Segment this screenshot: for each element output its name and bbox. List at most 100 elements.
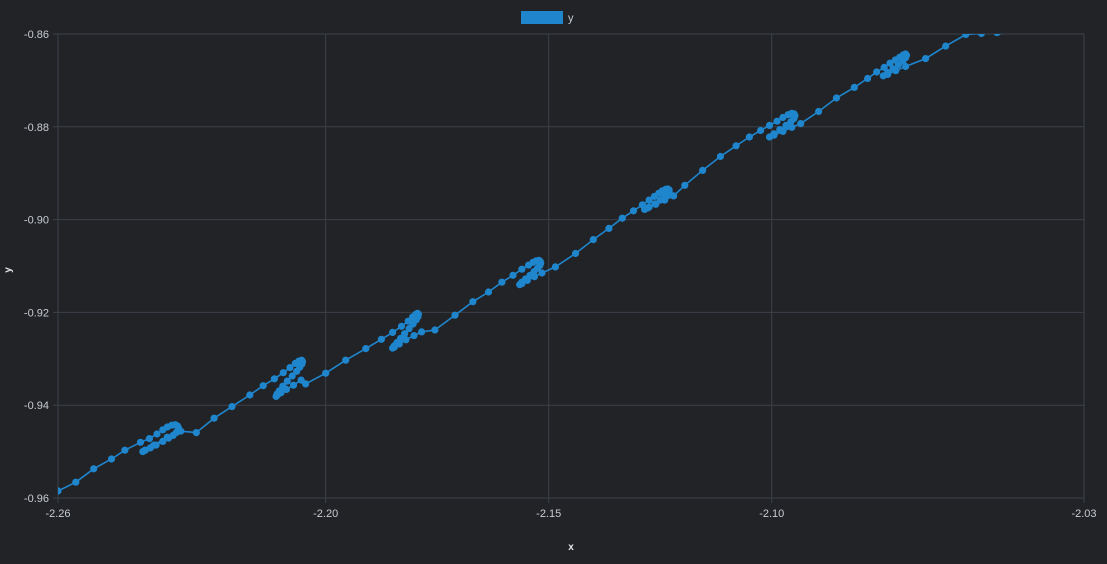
data-point[interactable] xyxy=(153,430,161,438)
data-point[interactable] xyxy=(136,438,145,446)
data-point[interactable] xyxy=(72,478,80,486)
data-point[interactable] xyxy=(629,207,638,215)
data-point[interactable] xyxy=(288,372,296,380)
data-point[interactable] xyxy=(1067,0,1074,3)
data-point[interactable] xyxy=(431,326,439,334)
data-point[interactable] xyxy=(277,389,285,397)
data-point[interactable] xyxy=(150,441,158,449)
data-point[interactable] xyxy=(832,94,841,102)
data-point[interactable] xyxy=(362,345,370,353)
data-point[interactable] xyxy=(54,487,62,495)
data-point[interactable] xyxy=(886,59,894,67)
data-point[interactable] xyxy=(977,30,985,38)
data-point[interactable] xyxy=(530,273,539,281)
data-point[interactable] xyxy=(518,265,526,273)
data-point[interactable] xyxy=(509,271,517,279)
data-point[interactable] xyxy=(670,192,678,200)
data-point[interactable] xyxy=(788,123,796,131)
data-point[interactable] xyxy=(1017,9,1024,16)
data-point[interactable] xyxy=(518,280,526,288)
data-point[interactable] xyxy=(605,224,613,232)
data-point[interactable] xyxy=(1049,5,1056,12)
data-point[interactable] xyxy=(163,433,171,441)
data-point[interactable] xyxy=(289,381,298,389)
data-point[interactable] xyxy=(571,249,580,258)
data-point[interactable] xyxy=(645,196,653,204)
data-point[interactable] xyxy=(732,142,740,150)
data-point[interactable] xyxy=(246,391,254,399)
data-point[interactable] xyxy=(145,435,153,443)
data-point[interactable] xyxy=(551,263,560,271)
data-point[interactable] xyxy=(1018,19,1025,26)
data-point[interactable] xyxy=(779,127,787,135)
data-point[interactable] xyxy=(618,214,626,222)
data-point[interactable] xyxy=(922,55,930,63)
data-point[interactable] xyxy=(962,31,970,39)
data-point[interactable] xyxy=(270,375,278,383)
data-point[interactable] xyxy=(159,437,167,445)
data-point[interactable] xyxy=(884,70,892,78)
data-point[interactable] xyxy=(401,330,409,338)
data-point[interactable] xyxy=(286,364,294,372)
data-point[interactable] xyxy=(892,67,900,75)
data-point[interactable] xyxy=(397,322,406,330)
data-point[interactable] xyxy=(90,465,98,473)
data-point[interactable] xyxy=(661,196,669,204)
data-point[interactable] xyxy=(770,131,778,139)
data-point[interactable] xyxy=(282,385,290,393)
data-point[interactable] xyxy=(389,328,397,336)
data-point[interactable] xyxy=(773,117,781,125)
data-point[interactable] xyxy=(797,120,805,128)
data-point[interactable] xyxy=(107,455,116,463)
data-point[interactable] xyxy=(395,340,403,348)
data-point[interactable] xyxy=(993,29,1001,37)
data-point[interactable] xyxy=(757,126,765,135)
data-point[interactable] xyxy=(141,446,149,454)
data-point[interactable] xyxy=(652,200,660,208)
data-point[interactable] xyxy=(779,113,787,122)
data-point[interactable] xyxy=(850,83,858,91)
data-point[interactable] xyxy=(1007,23,1014,30)
data-point[interactable] xyxy=(410,332,418,340)
data-point[interactable] xyxy=(469,298,477,306)
data-point[interactable] xyxy=(1017,13,1024,20)
data-point[interactable] xyxy=(745,133,754,141)
data-point[interactable] xyxy=(293,367,301,375)
data-point[interactable] xyxy=(894,61,903,69)
data-point[interactable] xyxy=(644,204,652,212)
data-point[interactable] xyxy=(880,63,888,71)
data-point[interactable] xyxy=(1006,13,1013,20)
data-point[interactable] xyxy=(782,121,790,129)
data-point[interactable] xyxy=(942,42,950,50)
data-point[interactable] xyxy=(523,276,531,284)
data-point[interactable] xyxy=(498,278,506,286)
data-point[interactable] xyxy=(873,68,881,76)
data-point[interactable] xyxy=(210,414,218,422)
data-point[interactable] xyxy=(192,429,200,437)
data-point[interactable] xyxy=(302,380,310,388)
data-point[interactable] xyxy=(279,369,287,377)
data-point[interactable] xyxy=(418,328,426,336)
data-point[interactable] xyxy=(699,166,707,174)
data-point[interactable] xyxy=(1014,16,1021,23)
data-point[interactable] xyxy=(177,427,185,435)
data-point[interactable] xyxy=(342,356,350,364)
data-point[interactable] xyxy=(864,74,872,83)
data-point[interactable] xyxy=(402,336,410,344)
data-point[interactable] xyxy=(998,27,1005,35)
data-point[interactable] xyxy=(1011,10,1018,17)
data-point[interactable] xyxy=(259,382,267,390)
data-point[interactable] xyxy=(1031,14,1038,21)
data-point[interactable] xyxy=(1000,17,1007,24)
data-point[interactable] xyxy=(121,446,129,454)
data-point[interactable] xyxy=(484,288,493,296)
data-point[interactable] xyxy=(1015,9,1022,16)
data-point[interactable] xyxy=(815,107,823,116)
data-point[interactable] xyxy=(902,62,910,71)
data-point[interactable] xyxy=(228,403,236,411)
data-point[interactable] xyxy=(716,152,725,161)
data-point[interactable] xyxy=(991,21,998,28)
data-point[interactable] xyxy=(538,269,546,277)
data-point[interactable] xyxy=(322,369,330,377)
data-point[interactable] xyxy=(998,27,1005,34)
